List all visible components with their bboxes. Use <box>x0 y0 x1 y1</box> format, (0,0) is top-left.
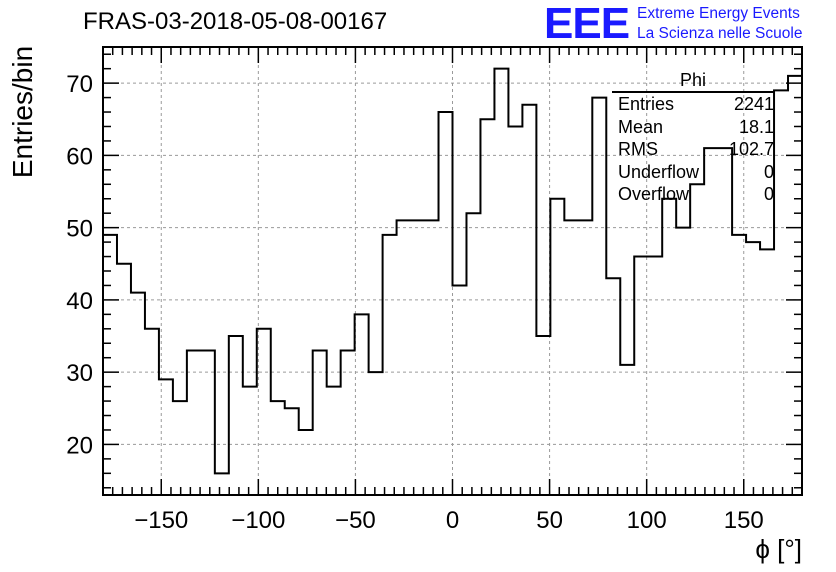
x-tick-label: 150 <box>724 507 764 534</box>
y-tick-label: 40 <box>66 288 93 315</box>
y-tick-label: 20 <box>66 432 93 459</box>
stats-row-underflow: Underflow 0 <box>612 161 774 184</box>
x-tick-label: 0 <box>446 507 459 534</box>
x-tick-label: −150 <box>134 507 188 534</box>
stats-title: Phi <box>612 70 774 93</box>
eee-logo: EEE <box>544 0 630 48</box>
stats-value: 0 <box>763 161 774 182</box>
x-tick-label: −50 <box>335 507 376 534</box>
y-tick-label: 30 <box>66 360 93 387</box>
axis-ticks <box>103 47 802 495</box>
stats-label: Entries <box>618 94 675 114</box>
stats-row-entries: Entries 2241 <box>612 93 774 116</box>
logo-caption: Extreme Energy Events La Scienza nelle S… <box>637 4 802 44</box>
stats-label: Mean <box>618 116 664 137</box>
stats-row-mean: Mean 18.1 <box>612 116 774 139</box>
x-axis-label: ϕ [°] <box>755 534 802 564</box>
stats-label: Underflow <box>618 161 700 182</box>
stats-label: RMS <box>618 139 658 159</box>
stats-row-rms: RMS 102.7 <box>612 138 774 161</box>
stats-label: Overflow <box>618 184 690 204</box>
stats-value: 18.1 <box>738 116 774 137</box>
logo-caption-line1: Extreme Energy Events <box>637 5 800 22</box>
x-tick-label: 100 <box>627 507 667 534</box>
x-tick-labels: −150 −100 −50 0 50 100 150 <box>134 507 764 534</box>
chart-title: FRAS-03-2018-05-08-00167 <box>83 8 388 35</box>
stats-row-overflow: Overflow 0 <box>612 183 774 206</box>
y-tick-labels: 20 30 40 50 60 70 <box>66 71 93 459</box>
y-tick-label: 50 <box>66 216 93 243</box>
logo-caption-line2: La Scienza nelle Scuole <box>637 25 803 42</box>
histogram-series <box>103 67 802 475</box>
stats-value: 0 <box>763 184 774 204</box>
stats-value: 102.7 <box>728 139 774 159</box>
stats-value: 2241 <box>733 94 774 114</box>
y-tick-label: 70 <box>66 71 93 98</box>
y-tick-label: 60 <box>66 143 93 170</box>
x-tick-label: −100 <box>231 507 285 534</box>
x-tick-label: 50 <box>536 507 563 534</box>
stats-box: Phi Entries 2241 Mean 18.1 RMS 102.7 Und… <box>612 70 774 206</box>
y-axis-label: Entries/bin <box>7 46 38 178</box>
